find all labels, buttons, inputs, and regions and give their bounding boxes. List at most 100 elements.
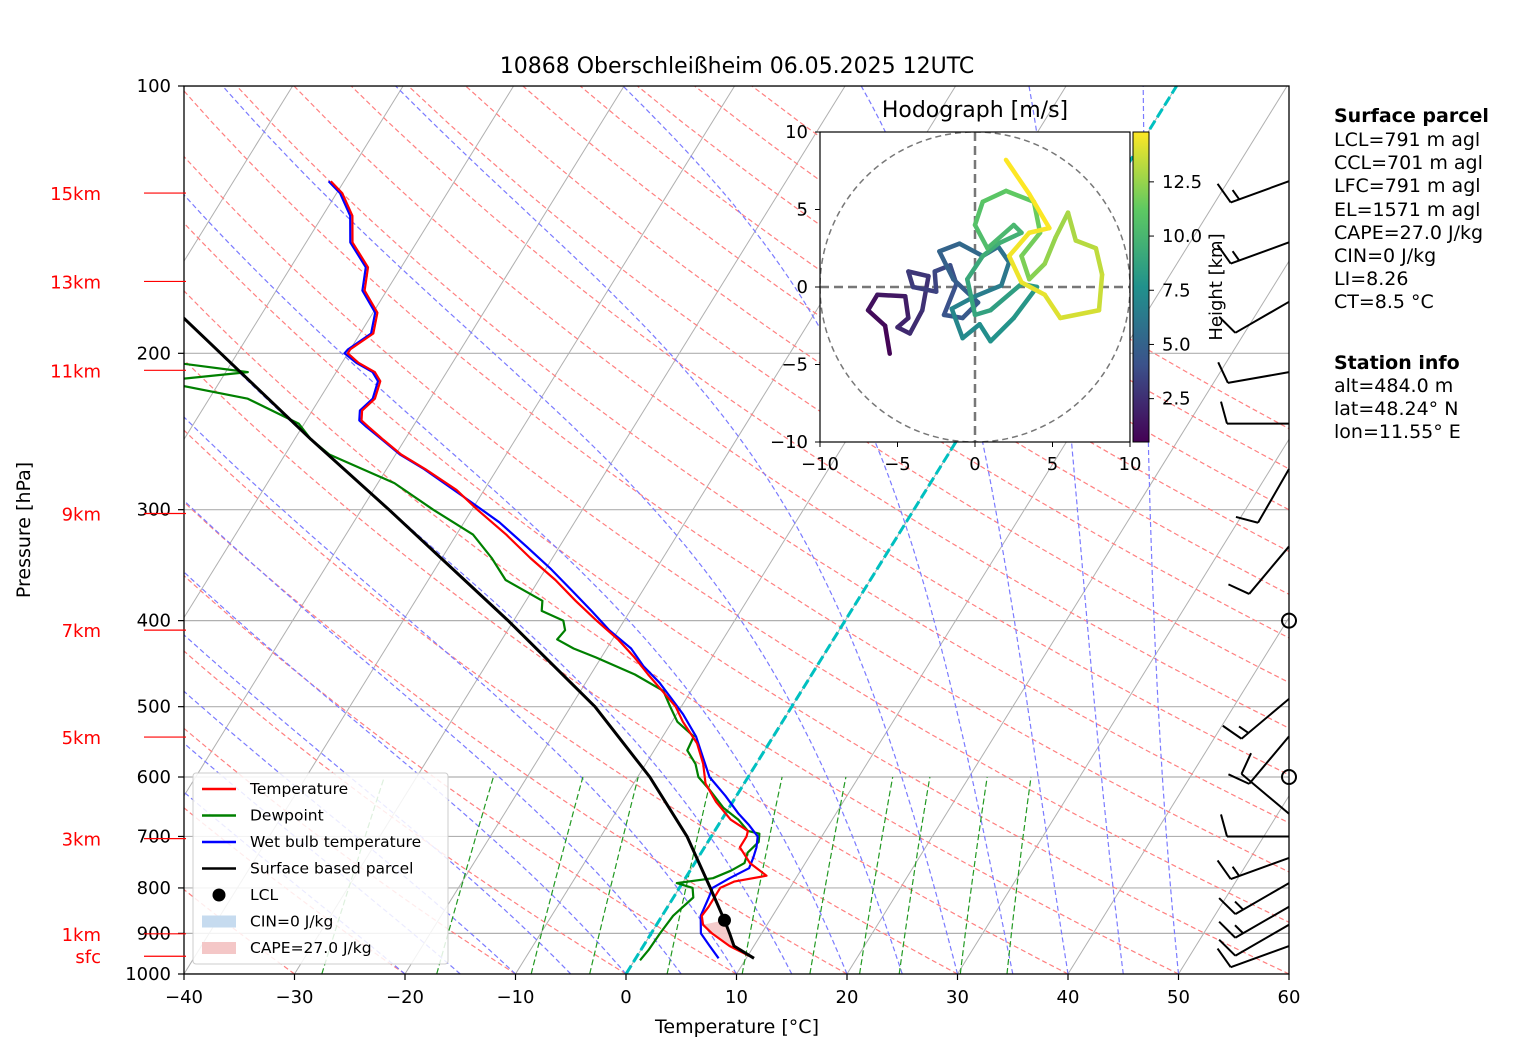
hodograph-segment — [1019, 230, 1043, 259]
profile-series — [184, 180, 768, 962]
hodograph-segment — [1027, 225, 1052, 235]
isotherm-line — [957, 438, 1289, 974]
hodograph-segment — [996, 244, 1012, 265]
y-tick-label: 500 — [137, 697, 171, 718]
hodograph-x-tick-label: 5 — [1047, 454, 1058, 475]
info-li: LI=8.26 — [1334, 268, 1408, 290]
hodograph-segment — [920, 273, 931, 313]
hodograph-segment — [965, 277, 978, 318]
colorbar-tick-label: 5.0 — [1162, 334, 1191, 355]
hodograph-segment — [937, 241, 962, 254]
hodograph-x-tick-label: −5 — [884, 454, 911, 475]
mixing-ratio-line — [859, 776, 894, 974]
moist-adiabat-line — [184, 499, 682, 974]
y-tick-label: 700 — [137, 826, 171, 847]
hodograph-segment — [988, 281, 1024, 313]
hodograph-segment — [949, 306, 965, 341]
height-marker-label: 7km — [62, 621, 101, 642]
wind-barb-staff — [1234, 300, 1290, 334]
wind-barb-staff — [1240, 698, 1290, 740]
height-marker-label: sfc — [75, 947, 101, 968]
wind-barb-flag — [1217, 361, 1229, 384]
wind-barb-staff — [1230, 241, 1290, 265]
hodograph-segment — [1096, 272, 1105, 313]
wind-barb-flag — [1216, 244, 1232, 265]
wind-barb-staff — [1230, 856, 1290, 881]
y-tick-label: 600 — [137, 767, 171, 788]
wind-barb-staff — [1230, 180, 1290, 204]
legend-label: Wet bulb temperature — [250, 833, 421, 851]
hodograph-segment — [1093, 246, 1105, 277]
colorbar-label: Height [km] — [1206, 233, 1227, 340]
y-axis-label: Pressure [hPa] — [13, 462, 35, 598]
x-tick-label: 50 — [1167, 987, 1190, 1008]
x-tick-label: 30 — [946, 987, 969, 1008]
wind-barb-flag — [1218, 920, 1237, 939]
hodograph-segment — [1053, 210, 1071, 240]
wind-barb-flag — [1228, 583, 1250, 595]
isotherm-line — [846, 260, 1289, 974]
moist-adiabat-line — [395, 86, 959, 974]
wind-barb-flag — [1220, 814, 1228, 837]
hodograph-x-tick-label: 0 — [969, 454, 980, 475]
hodograph-y-tick-label: −10 — [770, 432, 808, 453]
height-marker-label: 9km — [62, 505, 101, 526]
dewpoint-line — [184, 362, 761, 962]
wind-barb-half — [1231, 189, 1241, 200]
dry-adiabat-line — [184, 155, 1289, 923]
hodograph-x-tick-label: −10 — [801, 454, 839, 475]
hodograph-segment — [988, 315, 1016, 344]
hodograph-segment — [1019, 280, 1047, 297]
hodograph-y-tick-label: 5 — [797, 200, 808, 221]
wind-barb-flag — [1220, 401, 1228, 424]
x-tick-label: 40 — [1057, 987, 1080, 1008]
hodograph-segment — [907, 308, 925, 336]
info-lon: lon=11.55° E — [1334, 421, 1461, 443]
x-tick-label: −40 — [165, 987, 203, 1008]
hodograph-segment — [1027, 261, 1047, 282]
wind-barb-flag — [1218, 938, 1237, 957]
wind-barb-flag — [1222, 724, 1243, 740]
wind-barb-flag — [1235, 515, 1259, 524]
hodograph-segment — [1027, 191, 1052, 231]
surface-parcel-title: Surface parcel — [1334, 105, 1489, 127]
legend-label: LCL — [250, 886, 278, 904]
hodograph-segment — [972, 199, 985, 228]
wind-barb-flag — [1240, 752, 1252, 775]
moist-adiabat-line — [860, 86, 1069, 974]
legend-label: Surface based parcel — [250, 860, 413, 878]
hodograph-segment — [1042, 235, 1058, 266]
hodograph-segment — [980, 188, 1009, 204]
wind-barb-flag — [1216, 859, 1232, 880]
dry-adiabat-line — [637, 86, 1289, 511]
dry-adiabat-line — [293, 86, 1289, 776]
height-marker-label: 15km — [50, 184, 101, 205]
x-tick-label: 20 — [836, 987, 859, 1008]
hodograph-segment — [932, 269, 939, 294]
hodograph-segment — [1003, 157, 1032, 197]
legend-label: CIN=0 J/kg — [250, 913, 333, 931]
wind-barb-half — [1231, 866, 1241, 877]
wind-barb-staff — [1248, 735, 1290, 785]
x-tick-label: 10 — [725, 987, 748, 1008]
dry-adiabat-line — [184, 574, 737, 974]
mixing-ratio-line — [898, 776, 931, 974]
hodograph-segment — [985, 222, 1016, 251]
dry-adiabat-line — [184, 650, 627, 974]
mixing-ratio-line — [1006, 776, 1032, 974]
y-tick-label: 1000 — [125, 964, 171, 985]
hodograph-segment — [999, 259, 1012, 288]
hodograph-segment — [1019, 253, 1032, 282]
moist-adiabat-line — [184, 193, 848, 974]
mixing-ratio-line — [530, 776, 584, 974]
wind-barb-staff — [1234, 882, 1290, 915]
moist-adiabat-line — [184, 690, 516, 974]
moist-adiabat-line — [184, 634, 572, 974]
wind-barb-half — [1234, 900, 1244, 911]
hodograph-title: Hodograph [m/s] — [882, 98, 1068, 123]
height-marker-label: 1km — [62, 925, 101, 946]
legend-swatch-dot — [212, 888, 226, 902]
hodograph-segment — [882, 323, 892, 356]
